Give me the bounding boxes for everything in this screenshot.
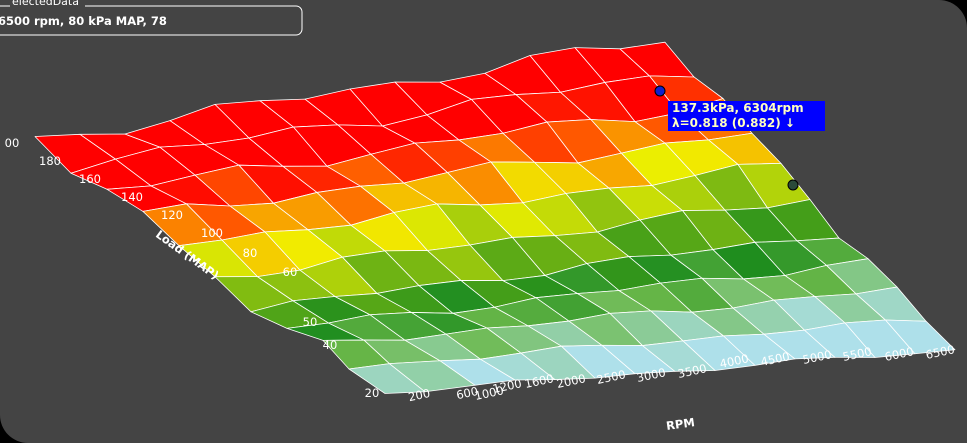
- rpm-tick-label: 5000: [801, 347, 833, 367]
- rpm-tick-label: 5500: [841, 344, 873, 364]
- load-tick-label: 140: [121, 190, 143, 204]
- rpm-tick-label: 1000: [473, 383, 505, 403]
- load-tick-label: 60: [283, 265, 298, 279]
- load-tick-label: 50: [303, 315, 318, 329]
- load-tick-label: 100: [201, 226, 223, 240]
- rpm-tick-label: 3000: [635, 365, 667, 385]
- load-tick-label: 120: [161, 208, 183, 222]
- rpm-tick-label: 4500: [759, 349, 791, 369]
- load-tick-label: 180: [39, 154, 61, 168]
- tooltip-box: [668, 101, 825, 131]
- rpm-tick-label: 3500: [676, 361, 708, 381]
- selected-point[interactable]: [654, 85, 666, 97]
- rpm-axis-title: RPM: [665, 415, 695, 433]
- load-tick-label: 40: [323, 338, 338, 352]
- surface-cell: [885, 319, 956, 355]
- legend-box: [0, 5, 303, 36]
- axis-labels: 20 40 50 60 80 100 120 140 160 180 00 200 6001000120…: [5, 136, 956, 404]
- rpm-tick-label: 6500: [924, 342, 956, 362]
- surface: [34, 41, 956, 394]
- load-tick-label: 160: [79, 172, 101, 186]
- rpm-tick-label: 4000: [718, 351, 750, 371]
- legend-text: 6500 rpm, 80 kPa MAP, 78: [0, 14, 167, 28]
- rpm-tick-label: 1600: [523, 371, 555, 391]
- tooltip-line: λ=0.818 (0.882) ↓: [672, 116, 795, 130]
- load-tick-label: 00: [5, 136, 20, 150]
- rpm-tick-label: 2500: [595, 367, 627, 387]
- tooltip-line: 137.3kPa, 6304rpm: [672, 101, 804, 115]
- load-tick-label: 80: [243, 246, 258, 260]
- legend-title-bg: [10, 0, 85, 8]
- load-tick-label: 20: [365, 386, 380, 400]
- rpm-tick-label: 1200: [491, 376, 523, 396]
- rpm-tick-label: 6000: [883, 344, 915, 364]
- rpm-tick-label: 2000: [555, 371, 587, 391]
- rpm-tick-label: 200: [407, 386, 431, 404]
- current-point[interactable]: [787, 179, 799, 191]
- rpm-tick-label: 600: [455, 384, 479, 402]
- legend-title: electedData: [12, 0, 79, 8]
